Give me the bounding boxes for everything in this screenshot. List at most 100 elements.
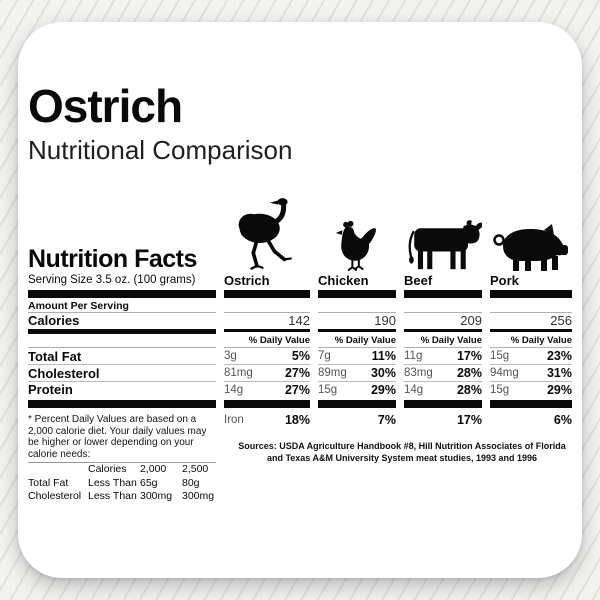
fat-dv: 23% bbox=[546, 349, 572, 363]
cholesterol-amount: 81mg bbox=[224, 367, 253, 379]
cholesterol-dv: 28% bbox=[456, 366, 482, 380]
fat-amount: 15g bbox=[490, 350, 510, 362]
guide-cell: Total Fat bbox=[28, 476, 69, 489]
divider-bar-thick bbox=[28, 400, 216, 408]
fat-amount: 3g bbox=[224, 350, 237, 362]
cholesterol-row: 94mg 31% bbox=[490, 365, 572, 382]
divider-bar-thick bbox=[404, 290, 482, 298]
fat-amount: 11g bbox=[404, 350, 423, 362]
divider-bar-medium bbox=[404, 328, 482, 334]
divider-bar-thick bbox=[490, 400, 572, 408]
iron-dv: 7% bbox=[377, 413, 396, 427]
guide-row-cholesterol: Cholesterol Less Than 300mg 300mg bbox=[28, 490, 216, 504]
column-name: Beef bbox=[404, 272, 433, 288]
total-fat-row: 11g 17% bbox=[404, 348, 482, 365]
calories-value: 256 bbox=[550, 313, 572, 328]
comparison-card: Ostrich Nutritional Comparison Nutrition… bbox=[18, 22, 582, 578]
guide-header-row: Calories 2,000 2,500 bbox=[28, 462, 216, 477]
cholesterol-row: 81mg 27% bbox=[224, 365, 310, 382]
protein-amount: 15g bbox=[490, 383, 510, 396]
cholesterol-row: 83mg 28% bbox=[404, 365, 482, 382]
protein-amount: 14g bbox=[404, 383, 424, 396]
sources-text: Sources: USDA Agriculture Handbook #8, H… bbox=[238, 441, 566, 463]
total-fat-row: 3g 5% bbox=[224, 348, 310, 365]
calories-value: 142 bbox=[288, 313, 310, 328]
guide-cell: Less Than bbox=[88, 476, 137, 489]
divider-bar-medium bbox=[224, 328, 310, 334]
protein-dv: 29% bbox=[546, 382, 572, 397]
footnote-block: * Percent Daily Values are based on a 2,… bbox=[28, 414, 216, 504]
cholesterol-row: 89mg 30% bbox=[318, 365, 396, 382]
daily-value-header: % Daily Value bbox=[490, 334, 572, 348]
total-fat-row: 7g 11% bbox=[318, 348, 396, 365]
fat-dv: 5% bbox=[291, 349, 310, 363]
guide-cell: 300mg bbox=[182, 490, 215, 502]
total-fat-row: 15g 23% bbox=[490, 348, 572, 365]
protein-dv: 27% bbox=[284, 382, 310, 397]
guide-cell: 65g bbox=[140, 476, 158, 489]
protein-row: 14g 27% bbox=[224, 382, 310, 397]
guide-cell: Less Than bbox=[88, 490, 137, 502]
calories-label: Calories bbox=[28, 313, 80, 328]
divider-bar-medium bbox=[318, 328, 396, 334]
divider-bar-thick bbox=[28, 290, 216, 298]
daily-value-spacer bbox=[28, 334, 216, 348]
iron-row: 6% bbox=[490, 412, 572, 428]
calories-value: 190 bbox=[374, 313, 396, 328]
iron-row: 17% bbox=[404, 412, 482, 428]
daily-value-header: % Daily Value bbox=[224, 334, 310, 348]
nutrition-comparison-table: Nutrition Facts Serving Size 3.5 oz. (10… bbox=[28, 190, 572, 504]
protein-row: 14g 28% bbox=[404, 382, 482, 397]
divider-bar-thick bbox=[318, 400, 396, 408]
divider-bar-thick bbox=[404, 400, 482, 408]
cholesterol-amount: 94mg bbox=[490, 367, 519, 379]
serving-size-text: Serving Size 3.5 oz. (100 grams) bbox=[28, 274, 196, 286]
cholesterol-dv: 27% bbox=[284, 366, 310, 380]
iron-row: Iron 18% bbox=[224, 412, 310, 428]
protein-row: 15g 29% bbox=[318, 382, 396, 397]
divider-bar-medium bbox=[28, 328, 216, 334]
protein-amount: 15g bbox=[318, 383, 338, 396]
fat-dv: 11% bbox=[371, 349, 396, 363]
guide-cell: 300mg bbox=[140, 490, 173, 502]
cow-icon bbox=[404, 218, 482, 272]
protein-dv: 28% bbox=[456, 382, 482, 397]
divider-bar-thick bbox=[318, 290, 396, 298]
iron-row: 7% bbox=[318, 412, 396, 428]
column-name: Chicken bbox=[318, 272, 369, 288]
column-chicken: Chicken 190 % Daily Value 7g 11% 89mg 30% … bbox=[318, 190, 396, 504]
column-pork: Pork 256 % Daily Value 15g 23% 94mg 31% 15… bbox=[490, 190, 572, 504]
column-name: Ostrich bbox=[224, 272, 270, 288]
protein-amount: 14g bbox=[224, 383, 244, 396]
iron-label: Iron bbox=[224, 414, 244, 426]
iron-dv: 18% bbox=[284, 413, 310, 427]
chicken-icon bbox=[333, 218, 381, 272]
protein-label: Protein bbox=[28, 382, 73, 397]
daily-value-header: % Daily Value bbox=[404, 334, 482, 348]
calorie-guide-table: Calories 2,000 2,500 Total Fat Less Than… bbox=[28, 462, 216, 504]
fat-dv: 17% bbox=[456, 349, 482, 363]
guide-cell: 80g bbox=[182, 476, 200, 489]
cholesterol-dv: 31% bbox=[546, 366, 572, 380]
divider-bar-medium bbox=[490, 328, 572, 334]
cholesterol-label: Cholesterol bbox=[28, 365, 100, 381]
pig-icon bbox=[492, 224, 570, 272]
divider-bar-thick bbox=[224, 400, 310, 408]
daily-value-header: % Daily Value bbox=[318, 334, 396, 348]
amount-per-serving-label: Amount Per Serving bbox=[28, 299, 216, 313]
guide-cell: Cholesterol bbox=[28, 490, 82, 502]
column-beef: Beef 209 % Daily Value 11g 17% 83mg 28% 14… bbox=[404, 190, 482, 504]
cholesterol-amount: 83mg bbox=[404, 367, 433, 379]
total-fat-label: Total Fat bbox=[28, 348, 82, 364]
guide-row-total-fat: Total Fat Less Than 65g 80g bbox=[28, 477, 216, 491]
guide-header-2000: 2,000 bbox=[140, 463, 167, 475]
page-title: Ostrich bbox=[28, 80, 183, 132]
column-name: Pork bbox=[490, 272, 519, 288]
nutrition-facts-heading: Nutrition Facts bbox=[28, 245, 197, 273]
page-header: Ostrich Nutritional Comparison bbox=[28, 22, 572, 166]
thin-rule bbox=[318, 299, 396, 313]
page-subtitle: Nutritional Comparison bbox=[28, 135, 293, 165]
daily-value-footnote: * Percent Daily Values are based on a 2,… bbox=[28, 414, 207, 460]
nutrition-facts-panel: Nutrition Facts Serving Size 3.5 oz. (10… bbox=[28, 190, 216, 504]
fat-amount: 7g bbox=[318, 350, 331, 362]
